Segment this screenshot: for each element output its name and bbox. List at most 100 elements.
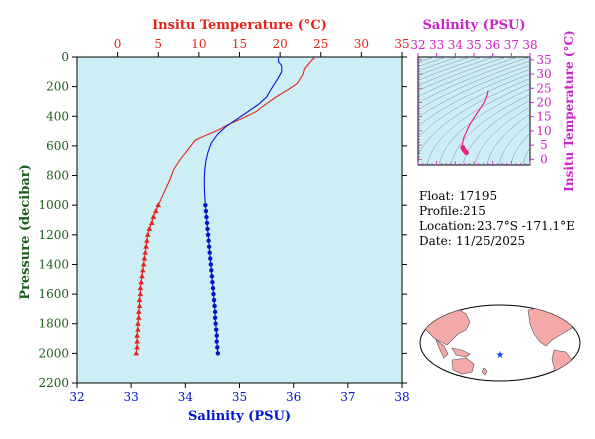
top-tick-label: 25 xyxy=(313,37,328,51)
density-contour xyxy=(510,132,530,165)
salinity-point xyxy=(209,274,215,279)
temperature-point xyxy=(141,255,148,261)
bottom-tick-label: 35 xyxy=(232,390,247,404)
temperature-point xyxy=(135,320,141,326)
density-contour xyxy=(418,78,530,157)
left-tick-label: 2200 xyxy=(38,376,69,390)
location-value: 23.7°S -171.1°E xyxy=(477,219,575,233)
density-contour xyxy=(418,57,507,92)
density-contour xyxy=(418,64,530,118)
left-axis-title: Pressure (decibar) xyxy=(18,164,33,300)
left-tick-label: 800 xyxy=(46,169,69,183)
top-tick-label: 30 xyxy=(354,37,369,51)
temperature-point xyxy=(144,237,150,243)
bottom-tick-label: 37 xyxy=(340,390,355,404)
ts-top-axis-title: Salinity (PSU) xyxy=(423,18,526,33)
salinity-point xyxy=(209,268,214,273)
left-tick-label: 1800 xyxy=(38,317,69,331)
salinity-point xyxy=(203,208,209,214)
temperature-point xyxy=(144,231,151,237)
salinity-point xyxy=(206,238,211,243)
temperature-point xyxy=(133,350,140,356)
ts-deep-point xyxy=(464,150,469,156)
salinity-point xyxy=(204,214,209,220)
temperature-point xyxy=(153,208,159,214)
salinity-point xyxy=(214,339,219,344)
temperature-point xyxy=(135,314,142,320)
top-tick-label: 0 xyxy=(114,37,122,51)
top-axis-title: Insitu Temperature (°C) xyxy=(152,18,327,33)
ts-plot-area xyxy=(417,56,531,166)
ts-top-axis-ticks: 32 33 34 35 36 37 38 xyxy=(410,38,538,165)
ts-top-tick-label: 35 xyxy=(466,38,481,52)
density-contour xyxy=(418,60,530,110)
bottom-tick-label: 38 xyxy=(394,390,409,404)
salinity-point xyxy=(210,285,216,291)
salinity-profile-line xyxy=(203,57,283,354)
bottom-tick-label: 32 xyxy=(69,390,84,404)
left-tick-label: 1600 xyxy=(38,287,69,301)
temperature-point xyxy=(146,225,153,231)
density-contour xyxy=(418,57,471,76)
left-tick-label: 2000 xyxy=(38,346,69,360)
salinity-point xyxy=(205,232,211,238)
density-contour xyxy=(522,147,530,165)
salinity-point xyxy=(207,250,212,255)
salinity-point xyxy=(215,345,220,350)
left-tick-label: 600 xyxy=(46,139,69,153)
density-contour xyxy=(418,57,530,104)
float-location-marker: ★ xyxy=(496,350,505,361)
density-contour xyxy=(418,73,530,139)
temperature-point xyxy=(150,214,157,220)
float-info-block: Float: 17195 Profile: 215 Location: 23.7… xyxy=(419,189,575,248)
density-contour xyxy=(462,100,530,165)
salinity-point xyxy=(206,244,212,249)
temperature-point xyxy=(139,273,145,279)
salinity-point xyxy=(208,256,213,261)
salinity-point xyxy=(204,220,210,226)
ts-right-tick-label: 25 xyxy=(536,81,551,95)
ts-right-tick-label: 35 xyxy=(536,53,551,67)
location-line: Location: 23.7°S -171.1°E xyxy=(419,219,575,233)
temperature-point xyxy=(134,344,140,350)
float-line: Float: 17195 xyxy=(419,189,497,203)
australia-landmass xyxy=(451,357,475,375)
ts-density-contours xyxy=(418,57,530,165)
profile-line: Profile: 215 xyxy=(419,204,486,218)
main-profile-chart: Insitu Temperature (°C) Salinity (PSU) P… xyxy=(18,18,410,424)
top-tick-label: 5 xyxy=(154,37,162,51)
salinity-point xyxy=(203,202,208,208)
ts-top-tick-label: 38 xyxy=(522,38,537,52)
ts-right-axis-title: Insitu Temperature (°C) xyxy=(562,30,576,191)
top-axis-ticks: 0 5 10 15 20 25 30 35 xyxy=(114,37,410,57)
temperature-point xyxy=(136,302,143,308)
density-contour xyxy=(498,122,530,165)
right-axis-ticks xyxy=(402,56,407,384)
temperature-point xyxy=(134,332,140,338)
temperature-point xyxy=(134,338,140,344)
date-label: Date: xyxy=(419,234,452,248)
date-line: Date: 11/25/2025 xyxy=(419,234,525,248)
left-tick-label: 1000 xyxy=(38,198,69,212)
salinity-point xyxy=(212,303,217,309)
profile-label: Profile: xyxy=(419,204,463,218)
salinity-point xyxy=(210,280,215,285)
salinity-point xyxy=(214,333,219,338)
bottom-tick-label: 36 xyxy=(286,390,301,404)
top-tick-label: 15 xyxy=(232,37,247,51)
temperature-point xyxy=(135,326,141,332)
salinity-point xyxy=(212,309,218,315)
ts-right-tick-label: 5 xyxy=(540,138,548,152)
temperature-point xyxy=(148,219,155,225)
main-series-layer xyxy=(133,57,315,356)
ts-top-tick-label: 34 xyxy=(448,38,464,52)
date-value: 11/25/2025 xyxy=(456,234,525,248)
maritime-continent xyxy=(451,347,471,358)
location-label: Location: xyxy=(419,219,476,233)
antarctica-landmass xyxy=(420,379,580,381)
temperature-point xyxy=(136,297,143,303)
main-plot-area xyxy=(76,56,403,384)
